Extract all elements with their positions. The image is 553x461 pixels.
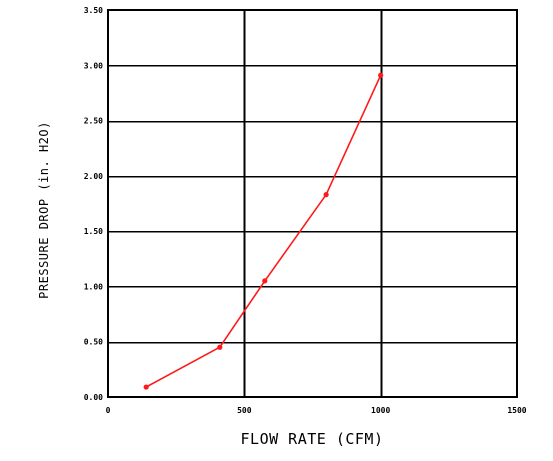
y-tick-label-0: 0.00: [84, 393, 103, 402]
data-point-0-3: [323, 192, 329, 198]
y-tick-label-6: 3.00: [84, 61, 103, 70]
x-tick-label-2: 1000: [371, 406, 390, 415]
y-tick-label-3: 1.50: [84, 227, 103, 236]
data-point-0-0: [143, 384, 149, 390]
x-tick-label-0: 0: [106, 406, 111, 415]
data-point-0-2: [262, 278, 268, 284]
series: [143, 72, 384, 390]
y-axis-tick-labels: 0.00 0.50 1.00 1.50 2.00 2.50 3.00 3.50: [84, 6, 103, 402]
y-tick-label-2: 1.00: [84, 282, 103, 291]
grid: [108, 10, 517, 397]
x-tick-label-1: 500: [237, 406, 252, 415]
y-tick-label-7: 3.50: [84, 6, 103, 15]
y-tick-label-1: 0.50: [84, 338, 103, 347]
y-tick-label-4: 2.00: [84, 172, 103, 181]
x-axis-title: FLOW RATE (CFM): [241, 430, 384, 448]
data-point-0-1: [217, 344, 223, 350]
y-axis-title: PRESSURE DROP (in. H2O): [37, 121, 51, 299]
x-axis-tick-labels: 0 500 1000 1500: [106, 406, 527, 415]
plot-area-frame: [107, 9, 518, 398]
y-tick-label-5: 2.50: [84, 117, 103, 126]
x-tick-label-3: 1500: [507, 406, 526, 415]
data-point-0-4: [378, 72, 384, 78]
